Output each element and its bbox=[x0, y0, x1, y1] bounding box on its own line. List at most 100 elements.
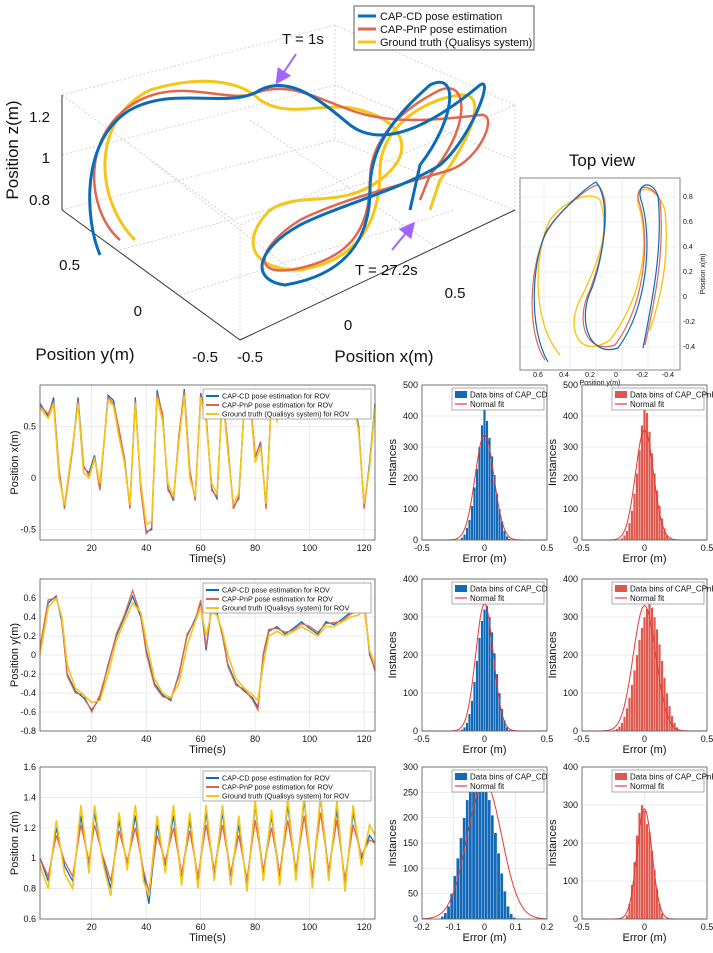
x-tick: 0.5 bbox=[445, 285, 466, 302]
histogram-bar bbox=[478, 446, 481, 541]
histogram-bars bbox=[625, 804, 664, 920]
legend-box bbox=[451, 581, 545, 605]
top-view-xlabel: Position y(m) bbox=[580, 380, 621, 387]
top-view-yticks: 0.8 0.6 0.4 0.2 0 -0.2 -0.4 bbox=[683, 194, 695, 351]
arrow-start-icon bbox=[275, 53, 297, 85]
histogram-bar bbox=[490, 814, 495, 920]
top-view-ylabel: Position x(m) bbox=[700, 254, 707, 295]
top-view-ytick: 0 bbox=[683, 294, 687, 301]
x-tick-label: 100 bbox=[302, 543, 317, 553]
histogram-bar bbox=[653, 616, 656, 732]
histogram-bar bbox=[630, 684, 634, 732]
x-axis-label: Error (m) bbox=[463, 744, 507, 756]
plot-frame bbox=[39, 766, 376, 920]
x-axis-label: Error (m) bbox=[623, 553, 667, 565]
x-axis-label: Error (m) bbox=[463, 553, 507, 565]
histogram-bar bbox=[468, 713, 471, 732]
legend-box bbox=[611, 581, 705, 605]
legend-label: CAP-PnP pose estimation for ROV bbox=[222, 783, 333, 792]
plot-frame bbox=[581, 384, 708, 541]
plot-frame bbox=[421, 766, 548, 920]
y-tick-label: 300 bbox=[563, 800, 578, 810]
x-tick-label: 0 bbox=[482, 734, 487, 744]
legend-label: Normal fit bbox=[630, 594, 665, 603]
annotation-end: T = 27.2s bbox=[355, 262, 418, 279]
histogram-bar bbox=[640, 627, 644, 732]
legend-label: Ground truth (Qualisys system) for ROV bbox=[222, 410, 350, 419]
histogram-bar bbox=[465, 799, 470, 920]
plot-frame bbox=[581, 766, 708, 920]
top-view-xtick: 0 bbox=[614, 372, 618, 379]
legend-label: Ground truth (Qualisys system) for ROV bbox=[222, 792, 350, 801]
y-tick-label: 300 bbox=[403, 442, 418, 452]
top-view-ytick: -0.2 bbox=[683, 319, 695, 326]
x-tick-label: -0.5 bbox=[414, 734, 430, 744]
histogram-bar bbox=[635, 654, 639, 732]
series-line-2 bbox=[39, 794, 376, 897]
legend-label: Data bins of CAP_CPnP bbox=[630, 391, 713, 400]
y-tick-label: 300 bbox=[563, 442, 578, 452]
x-tick-label: -0.5 bbox=[574, 543, 590, 553]
histogram-bar bbox=[505, 536, 509, 541]
x-tick-label: 80 bbox=[250, 734, 260, 744]
histogram-bar bbox=[645, 608, 649, 732]
legend-swatch bbox=[455, 585, 467, 592]
y-axis-label: Position y(m) bbox=[9, 623, 21, 687]
legend-label: Normal fit bbox=[470, 400, 505, 409]
y-tick-label: 100 bbox=[563, 688, 578, 698]
histogram-bars bbox=[620, 406, 671, 541]
x-tick-label: 40 bbox=[141, 543, 151, 553]
y-tick-label: 500 bbox=[403, 380, 418, 390]
y-tick-label: 0 bbox=[413, 914, 418, 924]
histogram-bar bbox=[628, 522, 631, 541]
y-tick-label: 50 bbox=[408, 889, 418, 899]
x-tick-label: 0.1 bbox=[509, 922, 522, 932]
y-tick-label: 0.6 bbox=[23, 914, 36, 924]
y-tick-label: -0.6 bbox=[20, 707, 36, 717]
y-axis-label: Position y(m) bbox=[35, 345, 134, 364]
histogram-bar bbox=[638, 639, 641, 732]
x-tick-label: -0.5 bbox=[574, 734, 590, 744]
top-view-ytick: 0.8 bbox=[683, 194, 693, 201]
legend-box bbox=[451, 387, 545, 411]
x-axis-label: Error (m) bbox=[623, 932, 667, 944]
x-tick-label: 20 bbox=[87, 734, 97, 744]
x-tick-label: 0.5 bbox=[541, 543, 554, 553]
y-tick-label: 0 bbox=[573, 726, 578, 736]
legend-label: Ground truth (Qualisys system) for ROV bbox=[222, 604, 350, 613]
histogram-bar bbox=[465, 527, 469, 541]
histogram-bar bbox=[481, 782, 485, 920]
legend-label: CAP-CD pose estimation for ROV bbox=[222, 586, 330, 595]
x-tick-label: 0.2 bbox=[541, 922, 554, 932]
z-tick: 1 bbox=[42, 150, 50, 167]
y-tick-label: 200 bbox=[563, 838, 578, 848]
x-tick: -0.5 bbox=[237, 349, 263, 366]
y-tick-label: 400 bbox=[563, 762, 578, 772]
x-axis-label: Time(s) bbox=[189, 553, 226, 565]
y-tick-label: 400 bbox=[403, 574, 418, 584]
histogram-bar bbox=[633, 670, 636, 732]
x-axis-label: Error (m) bbox=[463, 932, 507, 944]
x-tick-label: 120 bbox=[357, 734, 372, 744]
y-tick-label: 1.4 bbox=[23, 792, 36, 802]
y-tick-label: 0.2 bbox=[23, 631, 36, 641]
top-view-xtick: -0.2 bbox=[636, 372, 648, 379]
legend-swatch bbox=[455, 391, 467, 398]
y-tick-label: -0.8 bbox=[20, 726, 36, 736]
y-tick-label: 200 bbox=[403, 473, 418, 483]
y-axis-label: Instances bbox=[387, 631, 399, 679]
histogram-bars bbox=[440, 774, 516, 920]
histogram-bar bbox=[470, 700, 474, 732]
y-tick-label: -0.2 bbox=[20, 669, 36, 679]
top-view-title: Top view bbox=[569, 151, 636, 170]
legend-label: Data bins of CAP_CPnP bbox=[630, 585, 713, 594]
